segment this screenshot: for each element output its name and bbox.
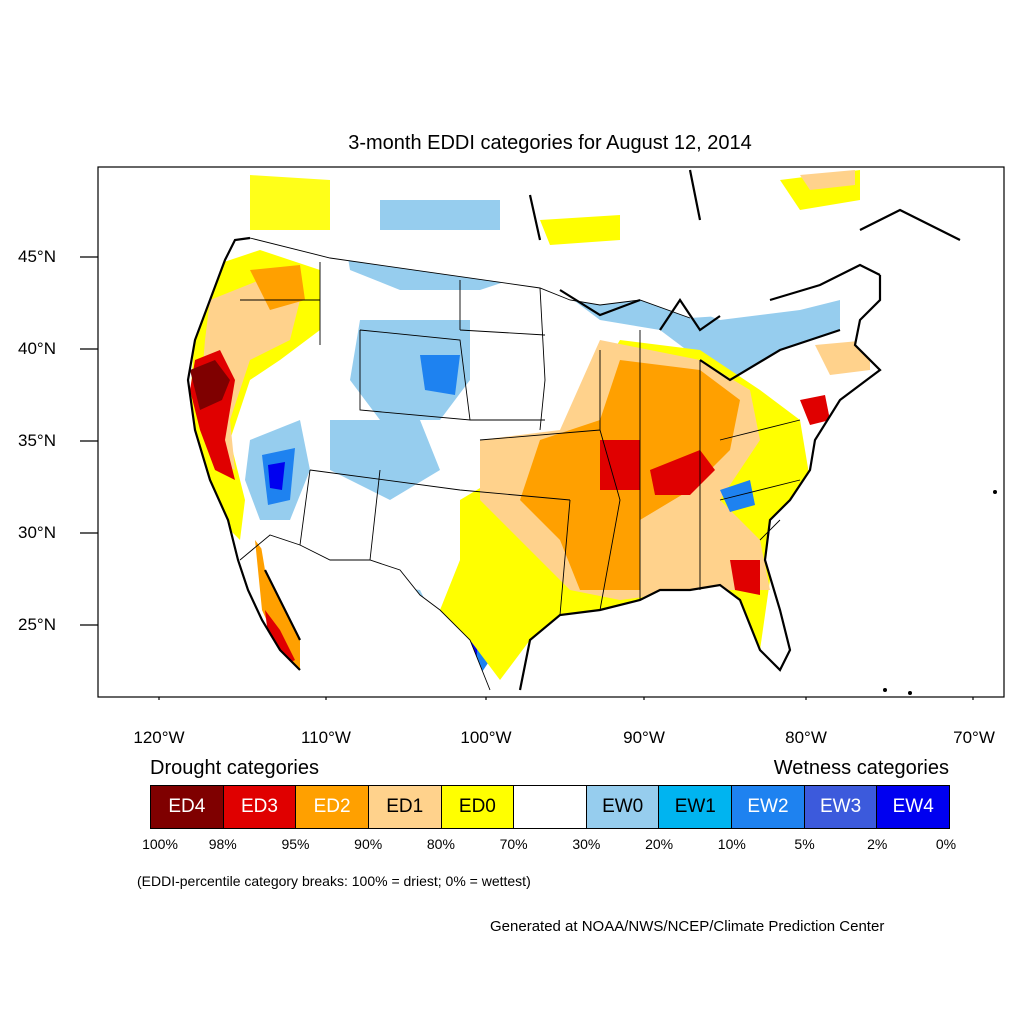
legend-cell-ew0: EW0 — [586, 786, 660, 828]
lon-label-110w: 110°W — [301, 728, 351, 747]
drought-heading: Drought categories — [150, 757, 319, 779]
lat-label-40: 40°N — [18, 339, 56, 358]
lat-label-30: 30°N — [18, 523, 56, 542]
legend-cell-ed3: ED3 — [223, 786, 297, 828]
lat-label-25: 25°N — [18, 615, 56, 634]
legend-cell-ew2: EW2 — [732, 786, 805, 828]
eddi-map — [80, 166, 1005, 700]
lat-label-35: 35°N — [18, 431, 56, 450]
wetness-heading: Wetness categories — [773, 757, 949, 779]
lon-label-120w: 120°W — [133, 728, 185, 747]
map-title: 3-month EDDI categories for August 12, 2… — [348, 132, 752, 154]
credit-line: Generated at NOAA/NWS/NCEP/Climate Predi… — [490, 918, 885, 935]
percent-break: 0% — [935, 836, 957, 852]
lat-label-45: 45°N — [18, 247, 56, 266]
lon-label-70w: 70°W — [953, 728, 995, 747]
percent-break: 100% — [142, 836, 178, 852]
legend-cell-ew1: EW1 — [659, 786, 733, 828]
category-legend: ED4 ED3 ED2 ED1 ED0 EW0 EW1 EW2 EW3 EW4 — [150, 785, 950, 829]
legend-cell-ew3: EW3 — [804, 786, 878, 828]
legend-cell-ed1: ED1 — [368, 786, 442, 828]
percent-break: 5% — [794, 836, 815, 852]
percent-break: 95% — [281, 836, 310, 852]
percent-break: 70% — [499, 836, 528, 852]
percent-break: 10% — [717, 836, 746, 852]
legend-cell-ed0: ED0 — [441, 786, 515, 828]
percent-break: 80% — [426, 836, 455, 852]
percent-break: 2% — [867, 836, 888, 852]
legend-cell-neutral — [514, 786, 587, 828]
lon-label-90w: 90°W — [623, 728, 665, 747]
lon-label-80w: 80°W — [785, 728, 827, 747]
lat-ticks — [80, 256, 98, 626]
category-note: (EDDI-percentile category breaks: 100% =… — [137, 873, 531, 889]
percent-break: 90% — [354, 836, 383, 852]
percent-break: 98% — [208, 836, 237, 852]
percent-break: 20% — [645, 836, 674, 852]
legend-cell-ed4: ED4 — [151, 786, 224, 828]
legend-cell-ed2: ED2 — [296, 786, 369, 828]
map-frame — [97, 166, 1005, 698]
percent-break: 30% — [572, 836, 601, 852]
legend-cell-ew4: EW4 — [877, 786, 950, 828]
lon-label-100w: 100°W — [460, 728, 512, 747]
eddi-category-shading — [188, 238, 880, 690]
